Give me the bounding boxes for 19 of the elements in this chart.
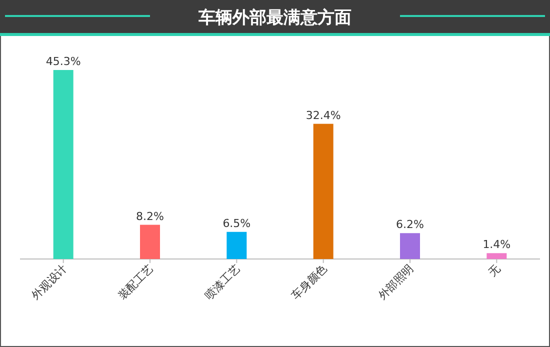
- x-tick-label: 外观设计: [29, 262, 70, 302]
- bar: [313, 124, 334, 259]
- bar: [53, 70, 74, 259]
- x-tick-label: 外部照明: [376, 262, 416, 302]
- x-tick-label: 装配工艺: [116, 262, 156, 302]
- bar: [226, 232, 247, 259]
- bar: [140, 224, 160, 259]
- data-label: 6.5%: [222, 216, 251, 230]
- x-tick-label: 无: [486, 262, 503, 279]
- data-label: 6.2%: [396, 218, 424, 232]
- data-label: 32.4%: [306, 108, 341, 122]
- x-tick-label: 喷漆工艺: [202, 262, 243, 302]
- data-label: 1.4%: [482, 238, 511, 252]
- data-label: 45.3%: [46, 55, 81, 68]
- chart-title: 车辆外部最满意方面: [198, 8, 352, 28]
- bar: [400, 233, 420, 259]
- x-tick-label: 车身颜色: [289, 262, 330, 302]
- bar: [486, 253, 507, 259]
- data-label: 8.2%: [136, 210, 164, 223]
